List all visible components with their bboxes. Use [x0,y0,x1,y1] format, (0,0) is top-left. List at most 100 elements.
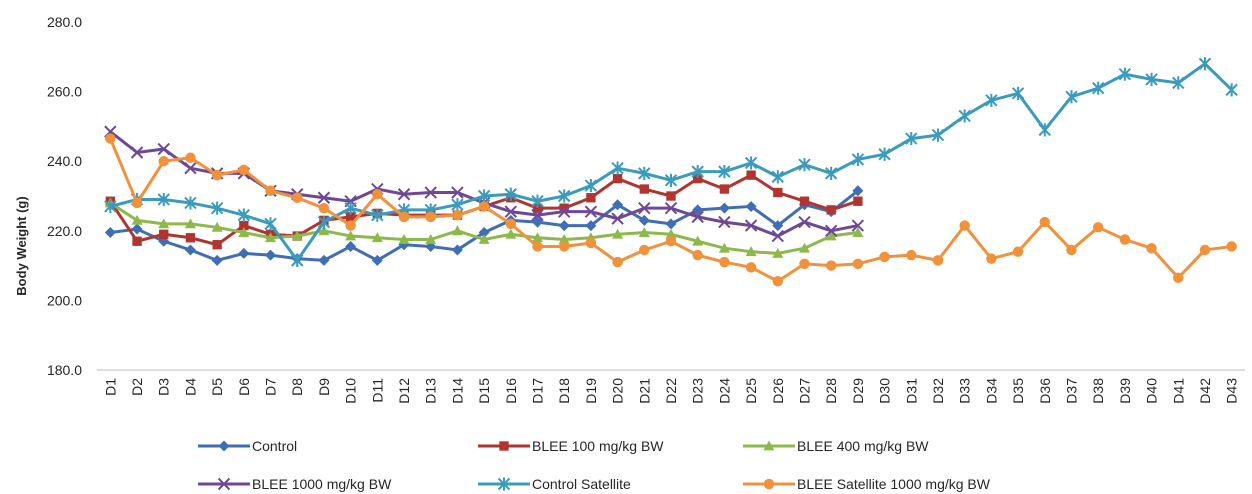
data-point [478,201,490,212]
data-point [237,208,251,222]
data-point [692,235,704,246]
data-point [157,142,170,156]
data-point [825,260,837,271]
legend-label: BLEE Satellite 1000 mg/kg BW [797,476,991,492]
x-tick-label: D7 [263,378,279,396]
data-point [931,128,945,142]
data-point [799,258,810,270]
data-point [1091,81,1105,95]
data-point [238,247,250,259]
x-tick-label: D42 [1197,378,1213,404]
x-tick-label: D26 [770,378,786,404]
series-line [108,138,1232,283]
data-point [371,232,383,243]
legend-label: BLEE 400 mg/kg BW [797,438,929,454]
data-point [691,165,704,179]
data-point [773,187,783,198]
x-tick-label: D12 [396,378,412,404]
data-point [851,219,865,232]
data-point [611,161,624,175]
data-point [265,185,276,197]
x-tick-label: D30 [877,378,893,404]
data-point [264,217,277,231]
data-point [558,234,570,244]
data-point [425,234,437,244]
data-point [692,204,704,216]
x-tick-label: D16 [503,378,519,404]
data-point [1145,72,1158,87]
series-control-satellite [104,57,1238,267]
data-point [612,173,623,184]
x-tick-label: D1 [102,378,118,396]
legend: Control BLEE 100 mg/kg BW BLEE 400 mg/kg B… [198,438,991,492]
x-tick-label: D5 [209,378,225,396]
data-point [531,194,544,208]
data-point [317,215,331,229]
x-tick-label: D10 [343,378,359,404]
data-point [932,255,944,266]
x-tick-label: D32 [930,378,946,404]
x-tick-label: D34 [983,378,999,404]
data-point [745,200,757,212]
data-point [185,233,196,243]
x-tick-label: D27 [796,378,812,404]
x-tick-label: D22 [663,378,679,404]
x-tick-label: D39 [1117,378,1133,404]
data-point [612,256,623,268]
data-point [1226,241,1237,252]
y-tick-label: 240.0 [47,153,82,169]
data-point [478,234,490,244]
data-point [666,191,676,201]
data-point [265,232,277,243]
y-axis: 180.0 200.0 220.0 240.0 260.0 280.0 [47,14,82,378]
data-point [638,214,650,226]
data-point [665,236,677,247]
data-point [451,244,463,256]
x-tick-label: D31 [903,378,919,404]
data-point [372,189,383,200]
data-point [1146,242,1157,254]
data-point [211,169,223,181]
legend-marker [763,440,775,451]
data-point [824,166,838,180]
data-point [1012,246,1024,257]
x-tick-label: D43 [1224,378,1240,404]
series-layer [104,57,1238,287]
data-point [211,254,223,266]
data-point [131,197,143,209]
data-point [505,228,517,239]
data-point [798,158,811,172]
data-point [638,166,651,180]
data-point [639,244,650,256]
x-tick-label: D15 [476,378,492,404]
data-point [1118,67,1132,81]
data-point [639,184,649,194]
data-point [157,192,170,207]
x-tick-label: D8 [289,378,305,396]
data-point [558,220,570,232]
data-point [344,201,357,215]
data-point [852,258,864,270]
data-point [959,220,970,231]
data-point [798,215,811,229]
data-point [184,196,197,210]
legend-label: Control Satellite [532,476,631,492]
data-point [425,211,436,223]
data-point [345,220,356,231]
data-point [826,205,836,215]
x-tick-label: D33 [957,378,973,404]
legend-marker [499,441,509,451]
legend-marker [497,477,511,491]
data-point [477,189,491,203]
data-point [693,173,703,184]
legend-item: Control [198,438,297,454]
data-point [238,164,250,176]
x-tick-label: D28 [823,378,839,404]
series-blee-satellite-1000-mg-kg-bw [105,133,1237,287]
data-point [185,152,196,163]
data-point [452,209,463,221]
data-point [772,276,784,287]
x-tick-label: D4 [182,378,198,396]
